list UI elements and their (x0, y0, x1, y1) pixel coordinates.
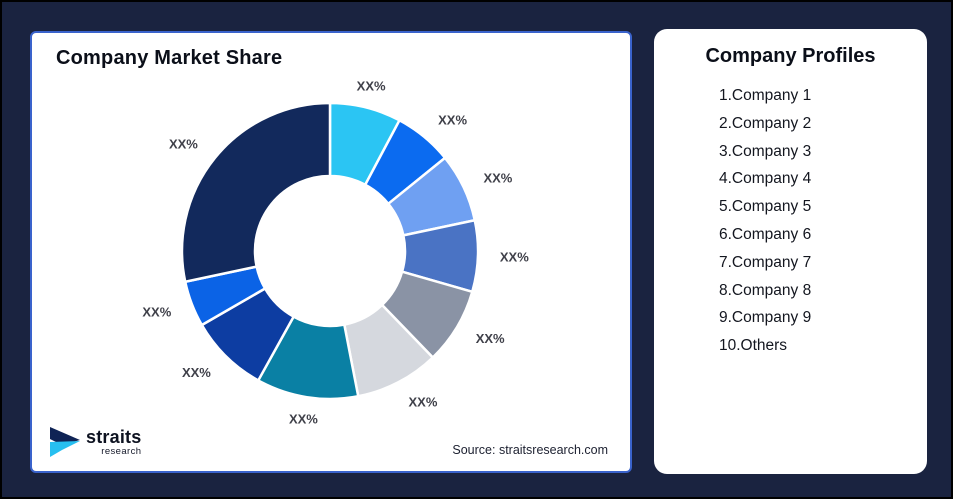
source-note: Source: straitsresearch.com (452, 443, 608, 457)
logo-subtitle: research (101, 446, 142, 458)
segment-value-label: XX% (500, 249, 529, 264)
segment-value-label: XX% (169, 137, 198, 152)
market-share-card: Company Market Share XX% XX% XX% XX% XX% XX% X… (30, 31, 632, 473)
list-item: 9.Company 9 (719, 309, 812, 327)
profiles-title: Company Profiles (705, 45, 876, 67)
list-item: 6.Company 6 (719, 225, 812, 243)
list-item: 10.Others (719, 337, 788, 355)
list-item: 5.Company 5 (719, 198, 812, 216)
straits-research-logo: straits research (49, 426, 141, 459)
donut-chart: XX% XX% XX% XX% XX% XX% XX% XX% XX% XX% (142, 79, 529, 427)
list-item: 7.Company 7 (719, 253, 812, 271)
list-item: 3.Company 3 (719, 142, 812, 160)
segment-value-label: XX% (438, 112, 467, 127)
segment-value-label: XX% (289, 411, 318, 426)
list-item: 2.Company 2 (719, 114, 812, 132)
straits-logo-icon (50, 427, 80, 457)
segment-value-label: XX% (483, 170, 512, 185)
list-item: 8.Company 8 (719, 281, 812, 299)
list-item: 4.Company 4 (719, 170, 812, 188)
logo-name: straits (86, 427, 142, 448)
segment-value-label: XX% (182, 365, 211, 380)
donut-segment (180, 101, 332, 284)
chart-title: Company Market Share (56, 47, 283, 69)
segment-value-label: XX% (408, 394, 437, 409)
list-item: 1.Company 1 (719, 87, 812, 104)
segment-value-label: XX% (476, 331, 505, 346)
segment-value-label: XX% (142, 304, 171, 319)
company-profiles-card: Company Profiles 1.Company 1 2.Company 2 3… (654, 29, 927, 474)
segment-value-label: XX% (357, 79, 386, 94)
company-profiles-list: 1.Company 1 2.Company 2 3.Company 3 4.Compa… (654, 82, 927, 360)
